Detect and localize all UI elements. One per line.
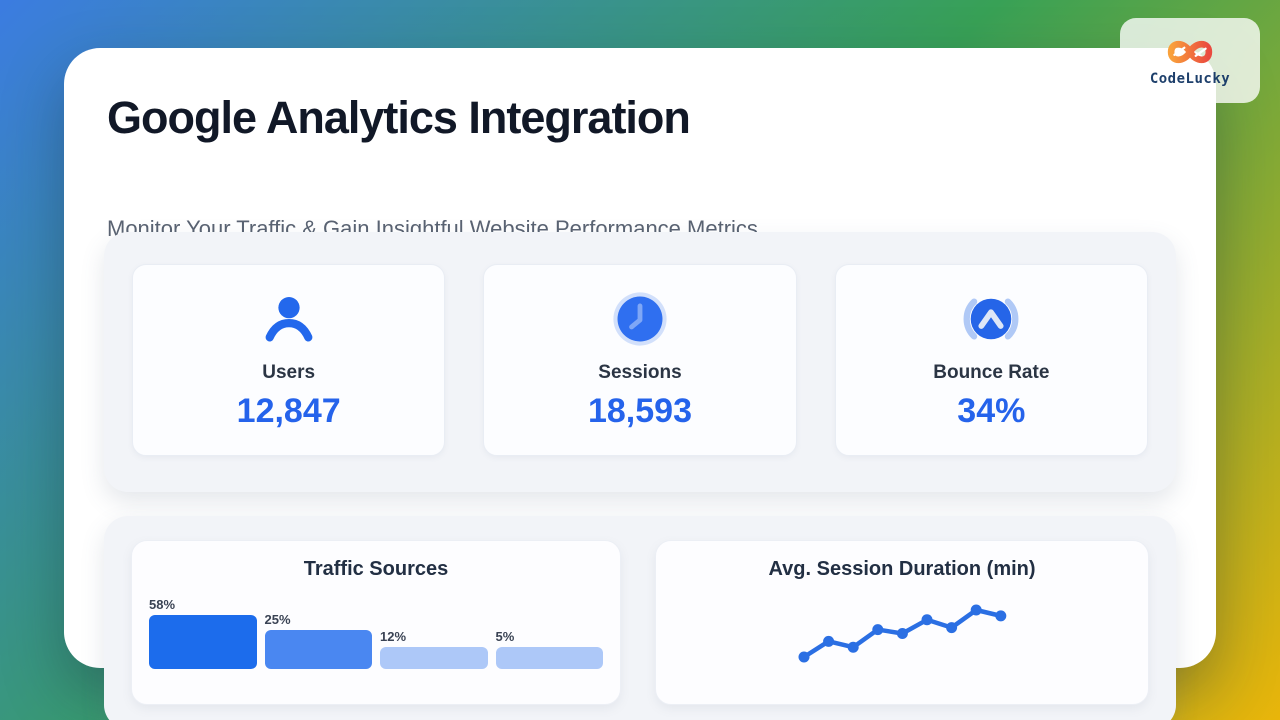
traffic-sources-chart-card: Traffic Sources 58% 25% 12% 5%	[131, 540, 621, 705]
stat-label: Sessions	[598, 361, 682, 383]
bounce-arrows-icon	[963, 297, 1019, 340]
stat-value: 34%	[957, 391, 1026, 430]
infinity-logo-icon	[1167, 40, 1213, 63]
brand-name: CodeLucky	[1149, 70, 1231, 87]
bar-column: 25%	[264, 612, 372, 669]
stat-card-users: Users 12,847	[132, 264, 446, 456]
stat-card-bounce-rate: Bounce Rate 34%	[834, 264, 1148, 456]
stat-label: Users	[262, 361, 316, 383]
line-data-point	[847, 641, 859, 653]
page-title: Google Analytics Integration	[107, 92, 691, 143]
stat-label: Bounce Rate	[933, 361, 1050, 383]
line-data-point	[798, 651, 810, 663]
bar-value-label: 12%	[380, 629, 407, 644]
line-data-point	[872, 624, 884, 636]
stat-value: 12,847	[236, 391, 341, 430]
stat-value: 18,593	[587, 391, 692, 430]
user-icon	[265, 296, 313, 341]
charts-section: Traffic Sources 58% 25% 12% 5% Avg. Session…	[104, 516, 1176, 720]
bar	[264, 630, 372, 669]
bar-column: 58%	[149, 597, 257, 669]
line-data-point	[995, 610, 1007, 622]
bar	[380, 647, 488, 669]
chart-title: Avg. Session Duration (min)	[768, 558, 1036, 580]
brand-badge: CodeLucky	[1120, 18, 1260, 103]
bar-column: 12%	[380, 629, 488, 669]
bar-value-label: 5%	[495, 629, 515, 644]
stats-section: Users 12,847 Sessions 18,593 Bounce Rate…	[104, 232, 1176, 492]
stat-card-sessions: Sessions 18,593	[483, 264, 797, 456]
bar	[149, 615, 257, 669]
line-data-point	[970, 604, 982, 616]
session-duration-line	[798, 604, 1007, 663]
session-duration-chart-card: Avg. Session Duration (min)	[655, 540, 1149, 705]
line-data-point	[823, 635, 835, 647]
line-data-point	[946, 622, 958, 634]
clock-icon	[613, 291, 667, 346]
traffic-bars: 58% 25% 12% 5%	[149, 597, 603, 669]
bar-value-label: 58%	[149, 597, 176, 612]
bar-value-label: 25%	[264, 612, 291, 627]
main-card: Google Analytics Integration Monitor You…	[64, 48, 1216, 720]
line-data-point	[896, 628, 908, 639]
chart-title: Traffic Sources	[303, 558, 449, 580]
bar	[495, 647, 603, 669]
line-data-point	[921, 614, 933, 626]
bar-column: 5%	[495, 629, 603, 669]
